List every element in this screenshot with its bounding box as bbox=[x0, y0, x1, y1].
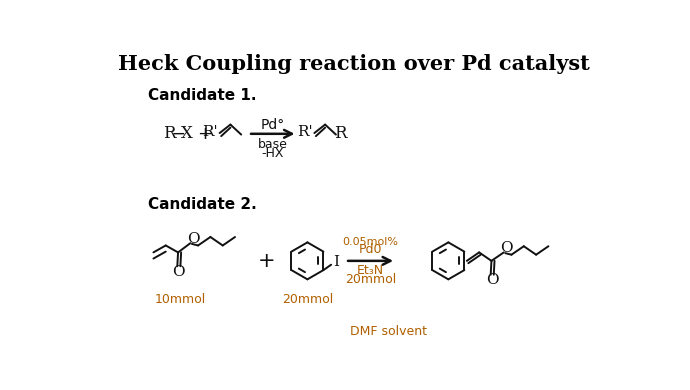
Text: +: + bbox=[197, 125, 213, 143]
Text: 20mmol: 20mmol bbox=[282, 293, 333, 306]
Text: Heck Coupling reaction over Pd catalyst: Heck Coupling reaction over Pd catalyst bbox=[118, 54, 589, 74]
Text: Pd0: Pd0 bbox=[359, 243, 382, 256]
Text: R: R bbox=[163, 125, 175, 142]
Text: R: R bbox=[334, 125, 347, 142]
Text: O: O bbox=[187, 232, 200, 246]
Text: Pd°: Pd° bbox=[261, 117, 285, 131]
Text: Et₃N: Et₃N bbox=[357, 264, 384, 277]
Text: X: X bbox=[181, 125, 193, 142]
Text: Candidate 2.: Candidate 2. bbox=[148, 197, 257, 212]
Text: base: base bbox=[258, 138, 288, 151]
Text: DMF solvent: DMF solvent bbox=[350, 325, 427, 338]
Text: O: O bbox=[486, 273, 499, 287]
Text: 20mmol: 20mmol bbox=[345, 273, 396, 286]
Text: Candidate 1.: Candidate 1. bbox=[148, 88, 257, 103]
Text: R': R' bbox=[297, 125, 313, 139]
Text: 10mmol: 10mmol bbox=[155, 293, 206, 306]
Text: O: O bbox=[172, 265, 185, 278]
Text: +: + bbox=[258, 251, 275, 271]
Text: I: I bbox=[333, 255, 339, 269]
Text: O: O bbox=[500, 241, 513, 255]
Text: R': R' bbox=[202, 125, 218, 139]
Text: −: − bbox=[171, 125, 185, 143]
Text: -HX: -HX bbox=[262, 147, 284, 160]
Text: 0.05mol%: 0.05mol% bbox=[342, 237, 399, 246]
